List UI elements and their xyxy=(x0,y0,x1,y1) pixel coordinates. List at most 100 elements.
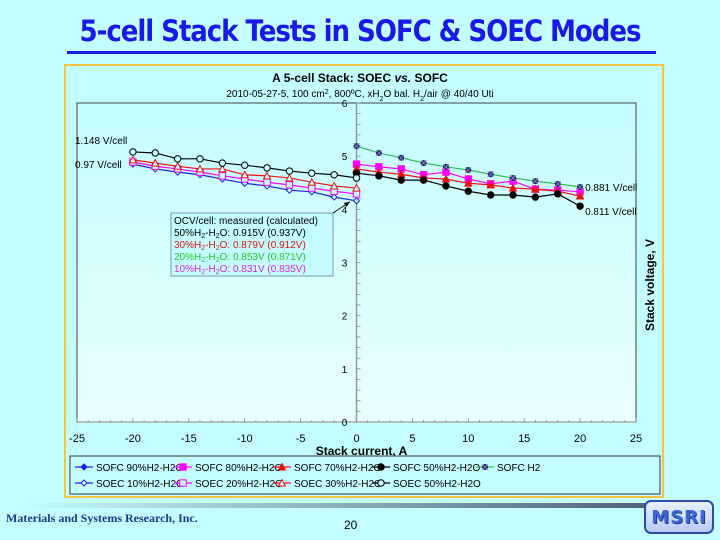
ocv-row: 30%H2-H2O: 0.879V (0.912V) xyxy=(174,240,306,252)
marker-circle xyxy=(241,161,249,169)
x-tick-label: -10 xyxy=(237,433,253,445)
series-soec-30-h2-h2o xyxy=(128,155,361,192)
marker-triangle xyxy=(195,164,205,173)
marker-triangle xyxy=(285,173,294,182)
marker-triangle xyxy=(307,177,317,186)
marker-circle xyxy=(263,164,271,172)
legend-label: SOFC 50%H2-H2O xyxy=(393,463,480,474)
slide-title: 5-cell Stack Tests in SOFC & SOEC Modes xyxy=(79,14,642,48)
legend-item: SOEC 50%H2-H2O xyxy=(372,479,481,490)
marker-circle xyxy=(196,155,204,163)
subtitle-part: 2010-05-27-5, 100 cm xyxy=(226,89,324,100)
subtitle-part: 2 xyxy=(420,96,424,103)
marker-square xyxy=(179,479,187,487)
subtitle-part: /air @ 40/40 Uti xyxy=(424,89,494,100)
marker-triangle xyxy=(352,183,361,192)
ocv-row-part: 2 xyxy=(201,245,205,252)
annotation-label: 0.811 V/cell xyxy=(585,207,637,218)
marker-star-cross xyxy=(442,163,450,171)
ocv-row-part: -H xyxy=(205,240,216,251)
marker-star-cross xyxy=(481,463,489,471)
ocv-row-part: 50%H xyxy=(174,228,201,239)
legend-label: SOEC 10%H2-H2O xyxy=(96,479,184,490)
x-tick-label: 0 xyxy=(353,433,359,445)
footer-bar xyxy=(20,503,660,508)
marker-star-cross xyxy=(465,166,472,174)
marker-star-cross xyxy=(532,177,539,185)
msri-logo: MSRI xyxy=(644,500,714,534)
marker-star-cross xyxy=(487,170,494,178)
legend-item: SOFC 90%H2-H2O xyxy=(75,463,183,474)
legend-label: SOFC H2 xyxy=(497,463,541,474)
marker-triangle xyxy=(463,178,473,187)
x-tick-label: 10 xyxy=(462,433,474,445)
marker-circle xyxy=(576,202,584,210)
marker-circle xyxy=(375,172,383,180)
y-tick-label: 0 xyxy=(342,418,348,429)
ocv-row-part: 2 xyxy=(201,233,205,240)
marker-star-cross xyxy=(375,149,383,157)
y-tick-label: 1 xyxy=(342,365,348,376)
ocv-header: OCV/cell: measured (calculated) xyxy=(174,216,318,227)
marker-star-cross xyxy=(397,154,405,162)
marker-circle xyxy=(330,171,338,179)
marker-diamond xyxy=(80,479,88,487)
ocv-row: 10%H2-H2O: 0.831V (0.835V) xyxy=(174,264,306,276)
legend-box xyxy=(69,455,661,495)
ocv-row-part: -H xyxy=(205,264,216,275)
marker-square xyxy=(263,178,271,186)
x-tick-label: 5 xyxy=(409,433,415,445)
ocv-arrow-head xyxy=(343,201,350,207)
series-soec-50-h2-h2o xyxy=(129,148,361,182)
title-vs: vs. xyxy=(394,71,411,85)
legend-item: SOEC 20%H2-H2O xyxy=(174,479,283,490)
ocv-row-part: 2 xyxy=(201,269,205,276)
marker-star-cross xyxy=(420,159,427,167)
ocv-row-part: -H xyxy=(205,228,216,239)
legend-item: SOEC 30%H2-H2O xyxy=(273,478,382,490)
marker-star-cross xyxy=(509,174,517,182)
marker-star-cross xyxy=(554,180,562,188)
legend-label: SOFC 90%H2-H2O xyxy=(96,463,183,474)
marker-circle xyxy=(531,193,540,201)
annotation-label: 0.881 V/cell xyxy=(585,183,637,194)
ocv-row-part: 2 xyxy=(216,245,220,252)
marker-square xyxy=(308,184,316,192)
marker-diamond xyxy=(80,463,88,471)
marker-circle xyxy=(554,190,562,198)
marker-circle xyxy=(308,169,316,177)
marker-circle xyxy=(464,187,472,195)
legend-label: SOEC 30%H2-H2O xyxy=(294,479,382,490)
ocv-row-part: 20%H xyxy=(174,252,201,263)
marker-circle xyxy=(397,176,405,184)
ocv-row-part: 2 xyxy=(216,257,220,264)
y-tick-label: 6 xyxy=(342,99,348,110)
marker-triangle xyxy=(173,161,182,170)
chart-frame xyxy=(64,64,664,454)
ocv-row-part: 2 xyxy=(216,269,220,276)
title-underline xyxy=(67,51,656,54)
ocv-row-part: -H xyxy=(205,252,216,263)
ocv-row-part: 2 xyxy=(216,233,220,240)
ocv-row-part: O: 0.853V (0.871V) xyxy=(220,252,306,263)
x-tick-label: -5 xyxy=(296,433,306,445)
x-tick-label: -20 xyxy=(125,433,141,445)
y-tick-label: 3 xyxy=(342,259,348,270)
legend-label: SOFC 70%H2-H2O xyxy=(294,463,381,474)
marker-triangle xyxy=(575,191,585,200)
annotation-label: 1.148 V/cell xyxy=(75,136,127,147)
x-tick-label: -25 xyxy=(69,433,85,445)
marker-circle xyxy=(419,176,428,184)
x-tick-label: 15 xyxy=(518,433,530,445)
marker-circle xyxy=(173,155,182,163)
legend-item: SOFC 70%H2-H2O xyxy=(273,462,381,474)
marker-triangle xyxy=(262,171,272,180)
marker-square xyxy=(442,168,450,176)
marker-triangle xyxy=(240,170,250,179)
marker-circle xyxy=(486,191,495,199)
annotation-label: 0.97 V/cell xyxy=(75,160,122,171)
marker-triangle xyxy=(128,155,138,164)
ocv-row-part: O: 0.879V (0.912V) xyxy=(220,240,306,251)
ocv-row-part: 2 xyxy=(201,257,205,264)
